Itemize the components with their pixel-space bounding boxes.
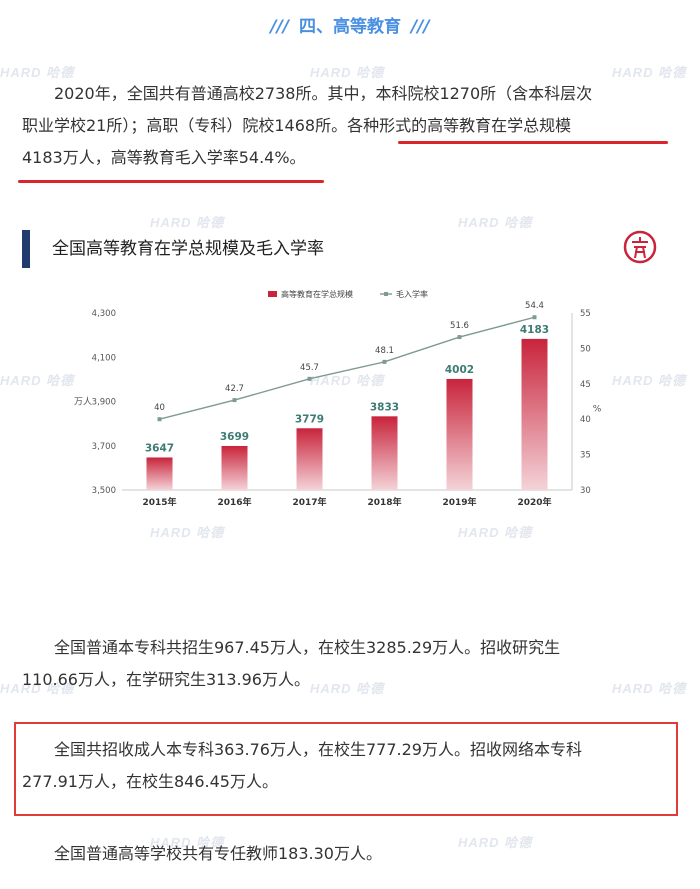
bar-value-label: 3699 [220, 431, 249, 443]
rate-line [159, 316, 535, 420]
bar-value-label: 4183 [520, 324, 549, 336]
rate-point [232, 398, 237, 403]
rate-value-label: 48.1 [375, 346, 394, 356]
title-deco-right: /// [411, 17, 430, 37]
rate-value-label: 45.7 [300, 363, 319, 373]
paragraph-line: 全国普通本专科共招生967.45万人，在校生3285.29万人。招收研究生 [54, 638, 561, 657]
watermark: HARD 哈德 [612, 373, 687, 388]
bar-value-label: 4002 [445, 364, 474, 376]
y-tick-label: 4,100 [92, 353, 116, 363]
legend-label: 高等教育在学总规模 [281, 289, 353, 299]
title-deco-left: /// [270, 17, 289, 37]
chart-heading-text: 全国高等教育在学总规模及毛入学率 [52, 239, 324, 259]
x-tick-label: 2016年 [217, 496, 251, 508]
paragraph-line: 2020年，全国共有普通高校2738所。其中，本科院校1270所（含本科层次 [54, 84, 593, 103]
paragraph-overview: 2020年，全国共有普通高校2738所。其中，本科院校1270所（含本科层次 [22, 78, 678, 110]
section-title-text: 四、高等教育 [299, 17, 401, 37]
y-tick-label: 3,900 [92, 398, 116, 408]
rate-value-label: 54.4 [525, 301, 544, 311]
watermark: HARD 哈德 [0, 65, 75, 80]
paragraph-line: 职业学校21所）；高职（专科）院校1468所。各种形式的高等教育在学总规模 [22, 116, 572, 135]
section-title: /// 四、高等教育 /// [0, 12, 700, 37]
rate-point [157, 417, 162, 422]
y-right-tick-label: 40 [580, 415, 591, 425]
paragraph-line: 110.66万人，在学研究生313.96万人。 [22, 670, 310, 689]
rate-value-label: 51.6 [450, 321, 469, 331]
y-axis-label: 万人 [74, 397, 92, 408]
paragraph-overview-2: 职业学校21所）；高职（专科）院校1468所。各种形式的高等教育在学总规模 41… [22, 110, 678, 174]
watermark: HARD 哈德 [458, 525, 533, 540]
y-right-tick-label: 35 [580, 451, 591, 461]
bar [371, 416, 398, 490]
legend-swatch-point [384, 292, 388, 296]
y-right-tick-label: 55 [580, 309, 591, 319]
rate-point [382, 359, 387, 364]
paragraph-line: 4183万人，高等教育毛入学率54.4%。 [22, 148, 306, 167]
watermark: HARD 哈德 [150, 835, 225, 850]
highlight-box [14, 722, 678, 816]
y-tick-label: 4,300 [92, 309, 116, 319]
rate-point [307, 376, 312, 381]
y-right-tick-label: 30 [580, 486, 591, 496]
watermark: HARD 哈德 [310, 65, 385, 80]
bar [521, 338, 548, 490]
bar [146, 457, 173, 490]
rate-point [457, 335, 462, 340]
legend-swatch-bar [268, 291, 277, 297]
watermark: HARD 哈德 [612, 65, 687, 80]
x-tick-label: 2018年 [367, 496, 401, 508]
publisher-logo-icon [623, 230, 657, 264]
y-tick-label: 3,500 [92, 486, 116, 496]
watermark: HARD 哈德 [310, 681, 385, 696]
highlight-underline [18, 180, 324, 183]
bar-value-label: 3833 [370, 401, 399, 413]
bar-value-label: 3779 [295, 413, 324, 425]
rate-value-label: 40 [154, 403, 165, 413]
paragraph-teachers: 全国普通高等学校共有专任教师183.30万人。 [22, 838, 678, 870]
bar [296, 428, 323, 490]
bar [446, 378, 473, 490]
y-right-axis-label: % [593, 405, 602, 415]
watermark: HARD 哈德 [0, 681, 75, 696]
watermark: HARD 哈德 [612, 681, 687, 696]
bar [221, 445, 248, 490]
x-tick-label: 2017年 [292, 496, 326, 508]
rate-value-label: 42.7 [225, 384, 244, 394]
y-tick-label: 3,700 [92, 442, 116, 452]
enrollment-chart: 3,500 3,700 3,900 4,100 4,300 万人 30 35 40 45 50 55%… [74, 289, 602, 508]
watermark: HARD 哈德 [310, 373, 385, 388]
paragraph-adult-education: 全国共招收成人本专科363.76万人，在校生777.29万人。招收网络本专科 2… [22, 734, 678, 798]
x-tick-label: 2015年 [142, 496, 176, 508]
rate-point [532, 315, 537, 320]
y-right-tick-label: 45 [580, 380, 591, 390]
legend-label: 毛入学率 [396, 289, 428, 299]
watermark: HARD 哈德 [150, 215, 225, 230]
bar-value-label: 3647 [145, 442, 174, 454]
y-right-tick-label: 50 [580, 344, 591, 354]
paragraph-line: 277.91万人，在校生846.45万人。 [22, 772, 278, 791]
watermark: HARD 哈德 [458, 215, 533, 230]
paragraph-admissions: 全国普通本专科共招生967.45万人，在校生3285.29万人。招收研究生 11… [22, 632, 678, 696]
paragraph-line: 全国普通高等学校共有专任教师183.30万人。 [54, 844, 382, 863]
highlight-underline [398, 141, 668, 144]
x-tick-label: 2019年 [442, 496, 476, 508]
watermark: HARD 哈德 [458, 835, 533, 850]
heading-accent-bar [22, 230, 30, 268]
paragraph-line: 全国共招收成人本专科363.76万人，在校生777.29万人。招收网络本专科 [54, 740, 582, 759]
x-tick-label: 2020年 [517, 496, 551, 508]
watermark: HARD 哈德 [0, 373, 75, 388]
watermark: HARD 哈德 [150, 525, 225, 540]
